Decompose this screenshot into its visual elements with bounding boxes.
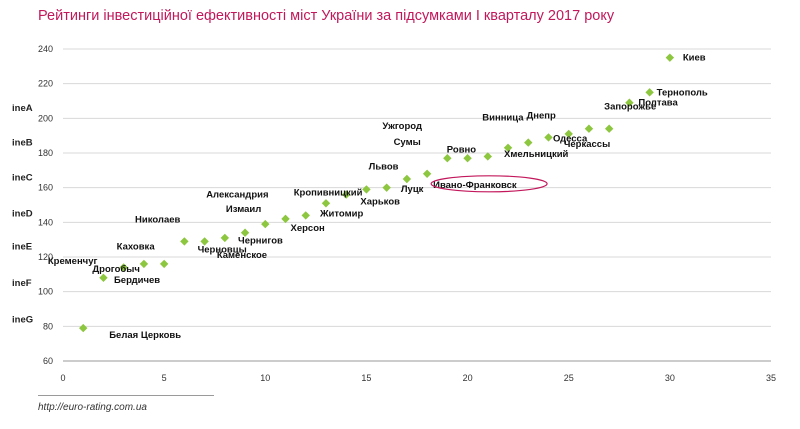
data-point (200, 237, 209, 246)
data-point (463, 154, 472, 163)
point-label: Белая Церковь (109, 330, 181, 341)
data-point (261, 219, 270, 229)
x-tick-label: 5 (162, 373, 167, 383)
point-label: Львов (369, 162, 399, 173)
data-point (362, 185, 371, 194)
data-point (604, 124, 614, 133)
data-point (584, 124, 594, 133)
point-label: Бердичев (114, 275, 160, 286)
y-tick-label: 240 (38, 44, 53, 54)
x-tick-label: 30 (665, 373, 675, 383)
rating-label: ineA (12, 103, 33, 114)
data-point (159, 259, 169, 269)
y-tick-labels: 60 80 100 120 140 160 180 200 220 240 (38, 44, 53, 366)
point-label: Ровно (447, 144, 476, 155)
data-point (240, 228, 250, 237)
y-tick-label: 160 (38, 183, 53, 193)
data-point (524, 138, 533, 147)
point-label: Николаев (135, 214, 180, 225)
data-point (402, 174, 412, 184)
data-point (665, 53, 675, 62)
x-tick-label: 10 (260, 373, 270, 383)
y-tick-label: 60 (43, 356, 53, 366)
x-tick-label: 35 (766, 373, 776, 383)
x-tick-label: 0 (60, 373, 65, 383)
y-tick-label: 180 (38, 148, 53, 158)
source-divider (38, 395, 214, 396)
data-point (301, 211, 310, 220)
data-point (99, 273, 108, 282)
source-link[interactable]: http://euro-rating.com.ua (38, 402, 147, 413)
point-label: Чернигов (238, 236, 283, 247)
data-point (625, 98, 634, 107)
point-label: Житомир (319, 208, 363, 219)
rating-label: ineF (12, 278, 32, 289)
point-label: Харьков (360, 196, 400, 207)
point-label: Кременчуг (48, 256, 98, 267)
y-tick-label: 80 (43, 321, 53, 331)
data-point (645, 88, 654, 97)
y-tick-label: 100 (38, 287, 53, 297)
point-label: Ивано-Франковск (433, 180, 517, 191)
data-point (79, 323, 88, 333)
rating-label: ineE (12, 242, 32, 253)
point-label: Ужгород (382, 121, 422, 132)
point-label: Запорожье (604, 102, 656, 113)
data-point (139, 259, 149, 269)
point-label: Киев (683, 53, 706, 64)
data-point (422, 169, 432, 178)
rating-label: ineG (12, 314, 33, 325)
data-point (180, 237, 189, 246)
point-label: Черкассы (564, 139, 610, 150)
data-point (443, 154, 452, 163)
rating-label: ineB (12, 138, 33, 149)
data-point (564, 129, 573, 139)
point-label: Измаил (226, 204, 261, 215)
point-label: Черновцы (198, 244, 247, 255)
x-tick-label: 15 (361, 373, 371, 383)
point-label: Винница (482, 113, 524, 124)
point-label: Каменское (217, 250, 267, 261)
point-label: Луцк (401, 184, 424, 195)
point-label: Полтава (638, 98, 678, 109)
point-label: Херсон (291, 223, 326, 234)
chart-title: Рейтинги інвестиційної ефективності міст… (38, 8, 615, 24)
point-label: Каховка (117, 241, 156, 252)
data-point (119, 263, 128, 272)
point-labels: Белая Церковь Кременчуг Каховка ДрогобычБер… (48, 53, 708, 341)
point-label: Александрия (206, 190, 268, 201)
point-label: Тернополь (657, 87, 708, 98)
data-point (342, 190, 351, 199)
y-tick-label: 200 (38, 113, 53, 123)
rating-label: ineD (12, 209, 33, 220)
data-point (321, 199, 331, 208)
data-point (281, 214, 290, 224)
x-tick-label: 20 (463, 373, 473, 383)
data-point (483, 152, 492, 161)
data-point (382, 183, 391, 192)
grid-layer (63, 48, 771, 362)
data-point (220, 233, 230, 243)
y-tick-label: 120 (38, 252, 53, 262)
point-label: Днепр (526, 110, 556, 121)
data-points (79, 53, 675, 333)
point-label: Одесса (553, 134, 588, 145)
point-label: Хмельницкий (504, 149, 569, 160)
rating-labels: ineA ineB ineC ineD ineE ineF ineG (12, 103, 33, 325)
rating-label: ineC (12, 172, 33, 183)
data-point (544, 133, 553, 142)
point-label: Сумы (394, 137, 421, 148)
x-tick-label: 25 (564, 373, 574, 383)
x-tick-labels: 0 5 10 15 20 25 30 35 (60, 373, 776, 383)
highlight-ellipse (430, 175, 548, 193)
y-tick-label: 140 (38, 217, 53, 227)
y-tick-label: 220 (38, 79, 53, 89)
point-label: Дрогобыч (92, 264, 140, 275)
point-label: Кропивницкий (294, 187, 363, 198)
data-point (503, 143, 513, 152)
